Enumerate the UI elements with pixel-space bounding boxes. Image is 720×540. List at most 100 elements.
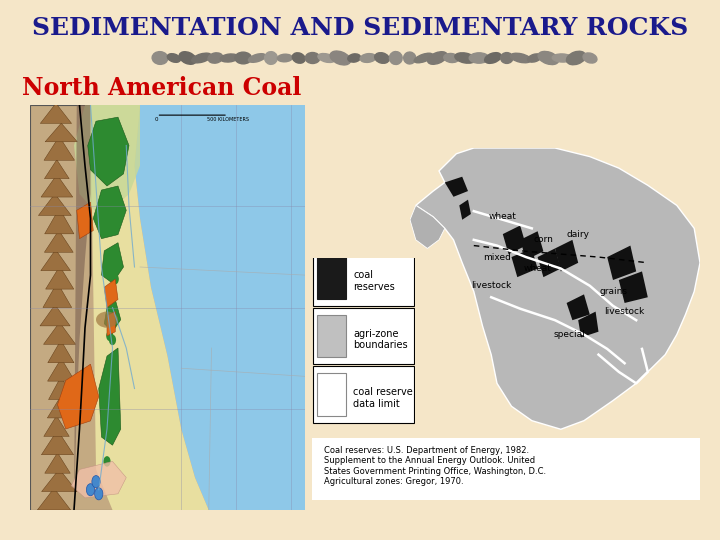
Polygon shape <box>107 312 115 336</box>
Ellipse shape <box>96 312 118 328</box>
Polygon shape <box>410 205 445 248</box>
Polygon shape <box>102 242 124 283</box>
Ellipse shape <box>265 52 277 64</box>
Polygon shape <box>45 208 74 234</box>
Text: mixed: mixed <box>483 253 511 261</box>
Ellipse shape <box>390 51 402 64</box>
Text: corn: corn <box>534 235 554 244</box>
Circle shape <box>94 488 103 500</box>
Circle shape <box>92 476 100 488</box>
Polygon shape <box>44 416 69 436</box>
Ellipse shape <box>318 53 335 63</box>
Polygon shape <box>45 123 77 142</box>
Ellipse shape <box>374 53 390 63</box>
Polygon shape <box>40 305 70 326</box>
Polygon shape <box>41 430 73 455</box>
Polygon shape <box>38 194 71 215</box>
Ellipse shape <box>277 54 292 62</box>
Polygon shape <box>41 174 73 197</box>
FancyBboxPatch shape <box>308 437 704 501</box>
Polygon shape <box>74 105 140 218</box>
FancyBboxPatch shape <box>313 366 414 423</box>
Polygon shape <box>45 453 71 473</box>
Ellipse shape <box>567 51 586 65</box>
Ellipse shape <box>235 52 251 64</box>
FancyBboxPatch shape <box>313 308 414 364</box>
Circle shape <box>112 274 119 285</box>
Polygon shape <box>511 248 538 277</box>
Polygon shape <box>45 160 69 179</box>
Polygon shape <box>37 488 71 510</box>
FancyBboxPatch shape <box>317 315 346 357</box>
Ellipse shape <box>292 53 305 63</box>
Polygon shape <box>104 299 121 332</box>
Polygon shape <box>48 359 75 381</box>
Polygon shape <box>48 340 74 363</box>
Polygon shape <box>578 312 598 338</box>
Ellipse shape <box>348 54 361 62</box>
Polygon shape <box>416 148 700 429</box>
Text: coal
reserves: coal reserves <box>354 270 395 292</box>
Text: wheat: wheat <box>489 212 517 221</box>
Polygon shape <box>91 105 209 510</box>
Ellipse shape <box>428 52 447 64</box>
Polygon shape <box>42 469 77 491</box>
Ellipse shape <box>220 54 238 62</box>
Polygon shape <box>538 248 561 277</box>
Polygon shape <box>41 249 71 271</box>
Polygon shape <box>104 279 118 307</box>
Polygon shape <box>135 105 305 510</box>
Text: dairy: dairy <box>567 230 590 239</box>
Text: special: special <box>554 330 585 339</box>
Ellipse shape <box>552 54 572 62</box>
Polygon shape <box>521 231 544 260</box>
Ellipse shape <box>583 53 597 63</box>
FancyBboxPatch shape <box>313 249 414 306</box>
Ellipse shape <box>167 53 181 62</box>
Text: Coal reserves: U.S. Department of Energy, 1982.
Supplement to the Annual Energy : Coal reserves: U.S. Department of Energy… <box>324 446 546 486</box>
Polygon shape <box>71 461 126 498</box>
Ellipse shape <box>152 52 168 64</box>
Text: agri-zone
boundaries: agri-zone boundaries <box>354 329 408 350</box>
Circle shape <box>104 456 111 467</box>
Polygon shape <box>99 348 121 445</box>
Ellipse shape <box>469 53 489 63</box>
Polygon shape <box>503 226 526 254</box>
Circle shape <box>106 330 113 341</box>
Ellipse shape <box>528 54 541 62</box>
Ellipse shape <box>500 52 513 63</box>
Polygon shape <box>459 200 471 220</box>
Ellipse shape <box>414 53 433 63</box>
Polygon shape <box>44 137 74 160</box>
Circle shape <box>86 484 94 496</box>
Polygon shape <box>445 177 468 197</box>
FancyBboxPatch shape <box>317 256 346 299</box>
Polygon shape <box>74 105 91 510</box>
Ellipse shape <box>360 53 376 63</box>
Ellipse shape <box>248 53 266 62</box>
Polygon shape <box>58 364 99 429</box>
Polygon shape <box>48 396 74 418</box>
Polygon shape <box>43 282 72 307</box>
Text: 500 KILOMETERS: 500 KILOMETERS <box>207 117 249 122</box>
Polygon shape <box>94 186 126 239</box>
Ellipse shape <box>404 52 415 64</box>
Circle shape <box>109 335 116 345</box>
Polygon shape <box>45 231 73 252</box>
Ellipse shape <box>510 53 531 63</box>
Polygon shape <box>77 202 94 239</box>
Polygon shape <box>40 103 71 124</box>
Polygon shape <box>43 322 76 345</box>
Text: SEDIMENTATION AND SEDIMENTARY ROCKS: SEDIMENTATION AND SEDIMENTARY ROCKS <box>32 16 688 40</box>
Polygon shape <box>48 376 73 400</box>
Text: livestock: livestock <box>471 281 511 291</box>
Text: North American Coal: North American Coal <box>22 76 302 100</box>
Circle shape <box>106 290 113 301</box>
Circle shape <box>109 258 116 268</box>
Text: livestock: livestock <box>605 307 644 316</box>
Polygon shape <box>618 272 648 303</box>
Ellipse shape <box>485 52 501 63</box>
Text: wheat: wheat <box>523 264 552 273</box>
Ellipse shape <box>444 53 459 63</box>
FancyBboxPatch shape <box>317 373 346 416</box>
